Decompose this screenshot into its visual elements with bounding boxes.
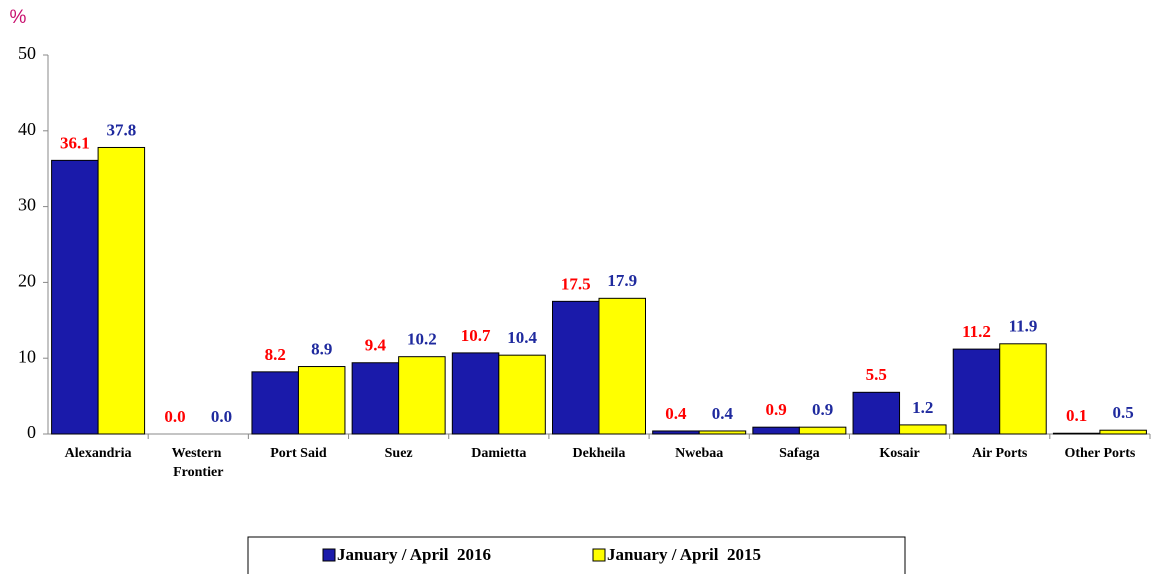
y-tick-label: 10 [18,346,36,366]
data-label: 0.5 [1113,403,1134,422]
data-label: 0.1 [1066,406,1087,425]
data-label: 8.9 [311,339,332,358]
bar [1052,432,1101,435]
legend-swatch [592,548,606,562]
data-label: 9.4 [365,336,387,355]
y-tick-label: 40 [18,119,36,139]
legend-label: January / April 2015 [607,545,761,564]
bar [999,343,1047,435]
bar [251,371,299,435]
x-tick-label: Port Said [270,446,327,461]
data-label: 0.4 [712,404,734,423]
bar [598,297,646,435]
data-label: 11.2 [962,322,991,341]
y-tick-label: 30 [18,195,36,215]
x-tick-label: Other Ports [1064,446,1135,461]
data-label: 0.4 [665,404,687,423]
legend-label: January / April 2016 [337,545,491,564]
data-label: 10.2 [407,330,437,349]
data-label: 37.8 [106,120,136,139]
bar [899,424,947,435]
y-tick-label: 0 [27,422,36,442]
bar [51,159,99,435]
data-label: 8.2 [265,345,286,364]
bar [398,356,446,435]
data-label: 0.9 [765,400,786,419]
x-tick-label: Air Ports [972,446,1028,461]
bar [1099,429,1147,435]
x-tick-label-line: Western [172,446,225,461]
data-label: 10.7 [461,326,491,345]
data-label: 0.0 [164,407,185,426]
x-tick-label: Western Frontier [172,446,225,480]
x-tick-label: Alexandria [65,446,132,461]
bar [351,362,400,435]
x-tick-label: Nwebaa [675,446,723,461]
x-tick-label: Kosair [879,446,919,461]
bar [698,430,747,435]
legend-swatch [322,548,336,562]
data-label: 5.5 [866,365,887,384]
data-label: 17.9 [607,271,637,290]
x-tick-label: Dekheila [573,446,626,461]
x-tick-label-line: Frontier [173,465,223,480]
bar [297,366,346,435]
data-label: 17.5 [561,274,591,293]
y-tick-label: 50 [18,43,36,63]
x-tick-label: Suez [385,446,413,461]
bar [852,391,901,435]
data-label: 0.9 [812,400,833,419]
bar [498,354,546,435]
data-label: 36.1 [60,133,90,152]
y-axis-label: % [10,7,27,28]
bar [552,300,600,435]
data-label: 1.2 [912,398,933,417]
bar [952,348,1001,435]
y-tick-label: 20 [18,271,36,291]
bar [752,426,800,435]
bar [652,430,700,435]
bar [97,146,146,435]
data-label: 11.9 [1009,317,1038,336]
data-label: 0.0 [211,407,232,426]
x-tick-label: Damietta [471,446,526,461]
bar [451,352,500,435]
legend-box [247,536,906,574]
data-label: 10.4 [507,328,537,347]
x-tick-label: Safaga [779,446,819,461]
bar [798,426,847,435]
